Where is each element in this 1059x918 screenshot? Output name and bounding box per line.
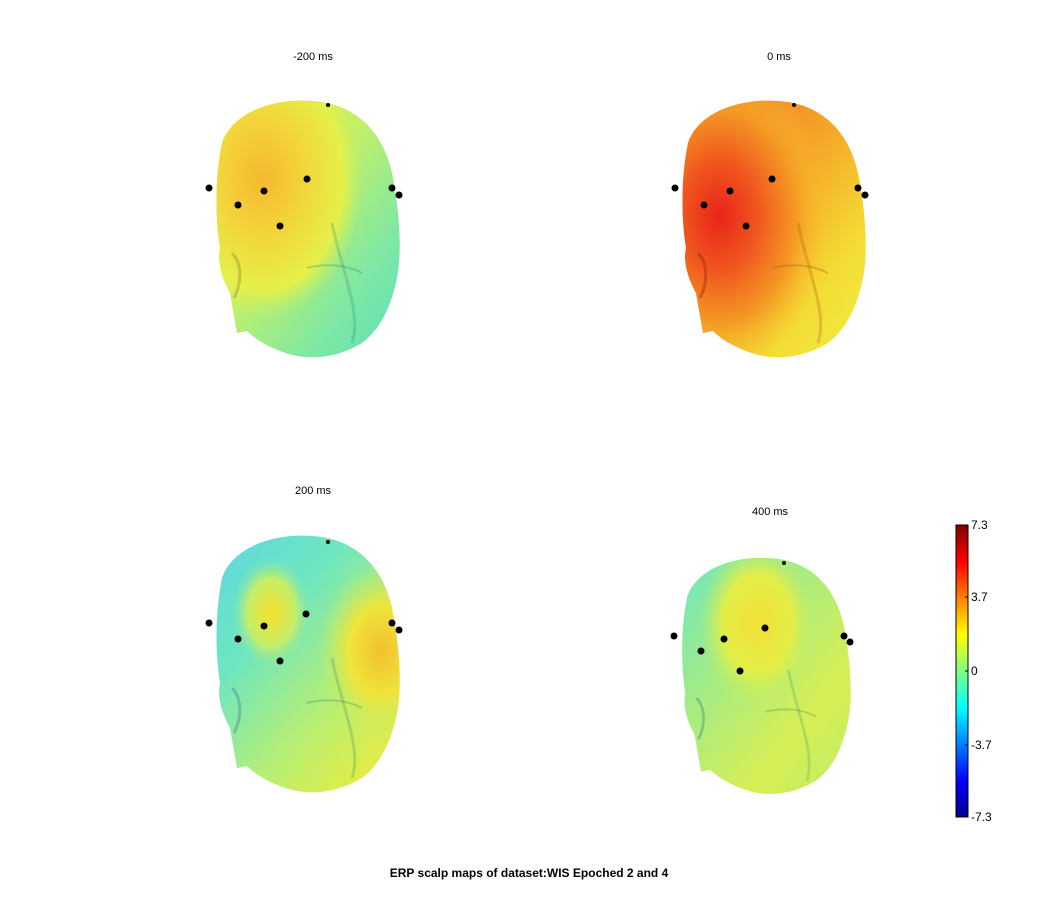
electrode-dot: [205, 619, 213, 627]
electrode-dot: [276, 222, 284, 230]
electrode-dot: [854, 184, 862, 192]
electrode-dot: [260, 187, 268, 195]
colorbar-tick-label: -7.3: [971, 810, 992, 824]
electrode-dot: [234, 201, 242, 209]
panel-title: -200 ms: [293, 51, 333, 63]
figure-title: ERP scalp maps of dataset:WIS Epoched 2 …: [390, 866, 669, 880]
colorbar-tick-label: 0: [971, 664, 978, 678]
scalp-panel: 0 ms: [671, 51, 869, 358]
panel-title: 400 ms: [752, 506, 789, 518]
electrode-dot: [768, 175, 776, 183]
electrode-dot: [671, 184, 679, 192]
electrode-group: [671, 103, 869, 230]
electrode-dot: [303, 175, 311, 183]
colorbar-tick-label: 7.3: [971, 518, 988, 532]
electrode-dot: [395, 626, 403, 634]
electrode-group: [670, 561, 854, 675]
electrode-dot: [234, 635, 242, 643]
electrode-dot: [670, 632, 678, 640]
electrode-dot: [388, 184, 396, 192]
scalp-panel: 200 ms: [205, 485, 403, 793]
colorbar-tick-label: -3.7: [971, 738, 992, 752]
scalp-panel: -200 ms: [205, 51, 403, 358]
panel-title: 0 ms: [767, 51, 791, 63]
electrode-dot: [720, 635, 728, 643]
electrode-dot: [302, 610, 310, 618]
electrode-dot: [276, 657, 284, 665]
electrode-dot: [260, 622, 268, 630]
electrode-group: [205, 103, 403, 230]
colorbar-tick-label: 3.7: [971, 590, 988, 604]
panel-title: 200 ms: [295, 485, 332, 497]
scalp-panel: 400 ms: [670, 506, 854, 795]
electrode-dot: [326, 540, 330, 544]
electrode-dot: [861, 191, 869, 199]
electrode-dot: [205, 184, 213, 192]
colorbar: 7.3 3.7 0 -3.7 -7.3: [955, 518, 992, 824]
electrode-dot: [726, 187, 734, 195]
electrode-dot: [395, 191, 403, 199]
electrode-dot: [792, 103, 796, 107]
electrode-dot: [782, 561, 786, 565]
electrode-dot: [697, 647, 705, 655]
electrode-dot: [326, 103, 330, 107]
electrode-group: [205, 540, 403, 665]
electrode-dot: [700, 201, 708, 209]
electrode-dot: [761, 624, 769, 632]
electrode-dot: [840, 632, 848, 640]
electrode-dot: [388, 619, 396, 627]
electrode-dot: [846, 638, 854, 646]
electrode-dot: [736, 667, 744, 675]
electrode-dot: [742, 222, 750, 230]
